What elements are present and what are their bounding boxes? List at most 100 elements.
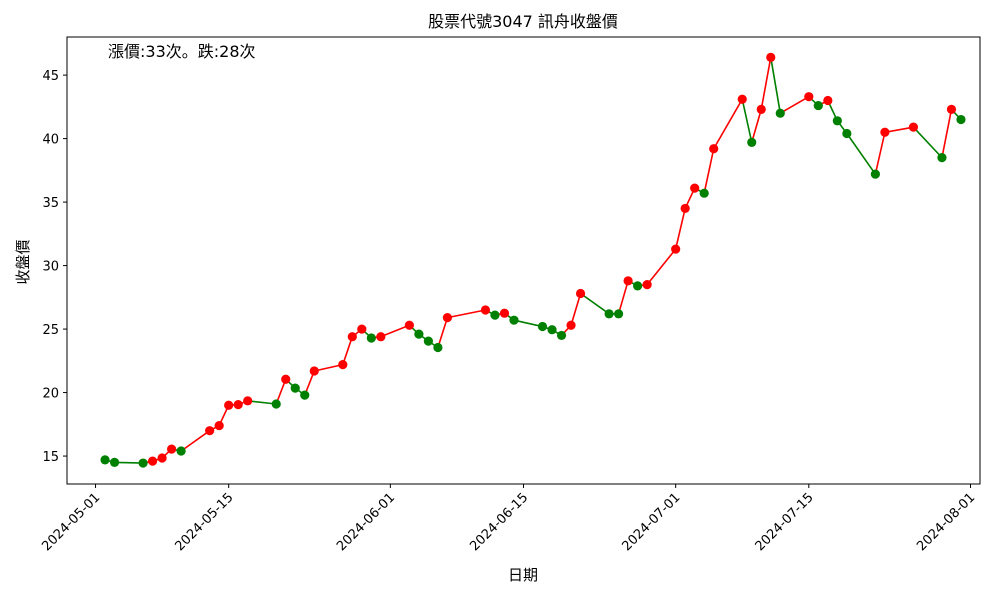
price-point: [138, 458, 148, 468]
price-segment: [941, 109, 953, 158]
y-tick-label: 35: [42, 196, 59, 211]
price-point: [224, 400, 234, 410]
y-axis-title: 收盤價: [14, 239, 32, 284]
price-point: [614, 309, 624, 319]
price-segment: [447, 309, 486, 319]
price-segment: [713, 98, 743, 150]
price-segment: [314, 363, 343, 372]
price-point: [404, 320, 414, 330]
price-point: [642, 280, 652, 290]
price-segment: [769, 57, 782, 114]
price-segment: [912, 126, 943, 159]
price-point: [556, 330, 567, 341]
price-segment: [342, 336, 354, 365]
y-tick-label: 45: [42, 69, 59, 84]
price-point: [823, 95, 833, 106]
price-segment: [114, 461, 144, 464]
price-point: [490, 310, 500, 320]
price-segment: [741, 99, 753, 143]
up-down-count-annotation: 漲價:33次。跌:28次: [108, 42, 256, 61]
price-point: [537, 321, 548, 332]
y-axis: 15 20 25 30 35 40 45: [42, 69, 67, 465]
price-segment: [674, 208, 686, 250]
price-point: [300, 390, 310, 400]
price-point: [566, 320, 576, 330]
price-point: [804, 92, 814, 102]
price-point: [680, 203, 690, 214]
price-segment: [247, 400, 277, 405]
price-point: [709, 144, 719, 154]
price-point: [309, 366, 319, 376]
price-point: [347, 332, 357, 342]
price-point: [376, 332, 386, 342]
price-point: [442, 313, 453, 323]
price-point: [100, 455, 110, 465]
x-axis-title: 日期: [508, 566, 538, 584]
price-point: [243, 396, 253, 406]
price-point: [633, 281, 643, 291]
price-point: [870, 169, 880, 179]
price-segment: [580, 292, 610, 315]
price-point: [480, 305, 491, 315]
price-point: [499, 308, 510, 318]
price-point: [433, 342, 443, 353]
price-point: [509, 315, 519, 325]
price-point: [690, 183, 700, 193]
y-tick-label: 25: [42, 323, 59, 338]
price-point: [357, 324, 367, 334]
y-tick-label: 40: [42, 133, 59, 148]
price-point: [699, 188, 709, 198]
price-point: [414, 329, 424, 339]
price-segment: [750, 109, 763, 143]
price-points: [100, 52, 966, 468]
price-segment: [846, 133, 877, 175]
y-tick-label: 30: [42, 260, 59, 275]
price-point: [908, 122, 919, 132]
price-point: [281, 374, 291, 384]
price-segment: [437, 317, 449, 348]
price-point: [233, 400, 243, 410]
price-segment: [874, 132, 886, 175]
price-point: [167, 444, 177, 454]
price-segment: [617, 280, 629, 315]
price-point: [756, 104, 766, 114]
price-point: [956, 114, 966, 125]
price-point: [147, 456, 158, 466]
price-segment: [570, 293, 582, 326]
price-segment: [646, 248, 677, 286]
price-point: [813, 100, 823, 111]
price-segment: [703, 148, 715, 194]
price-segment: [760, 57, 772, 110]
price-point: [157, 453, 167, 463]
price-segment: [779, 95, 810, 114]
price-point: [214, 420, 224, 431]
price-point: [832, 116, 842, 126]
price-point: [946, 104, 957, 114]
price-point: [937, 153, 947, 163]
price-segment: [380, 324, 410, 338]
price-point: [775, 108, 785, 118]
price-point: [176, 446, 186, 456]
chart-title: 股票代號3047 訊舟收盤價: [428, 12, 618, 31]
price-point: [290, 383, 300, 393]
price-segment: [513, 319, 543, 328]
price-point: [604, 309, 614, 319]
y-tick-label: 15: [42, 450, 59, 465]
price-point: [109, 457, 120, 468]
price-point: [575, 288, 586, 299]
price-point: [205, 426, 215, 436]
price-point: [338, 360, 348, 370]
price-point: [366, 333, 376, 343]
price-point: [623, 276, 633, 286]
price-segment: [180, 430, 211, 452]
price-point: [271, 399, 281, 409]
y-tick-label: 20: [42, 387, 59, 402]
price-point: [423, 336, 433, 346]
price-point: [766, 52, 776, 62]
price-point: [842, 128, 852, 139]
price-point: [880, 127, 890, 137]
price-point: [747, 137, 757, 148]
